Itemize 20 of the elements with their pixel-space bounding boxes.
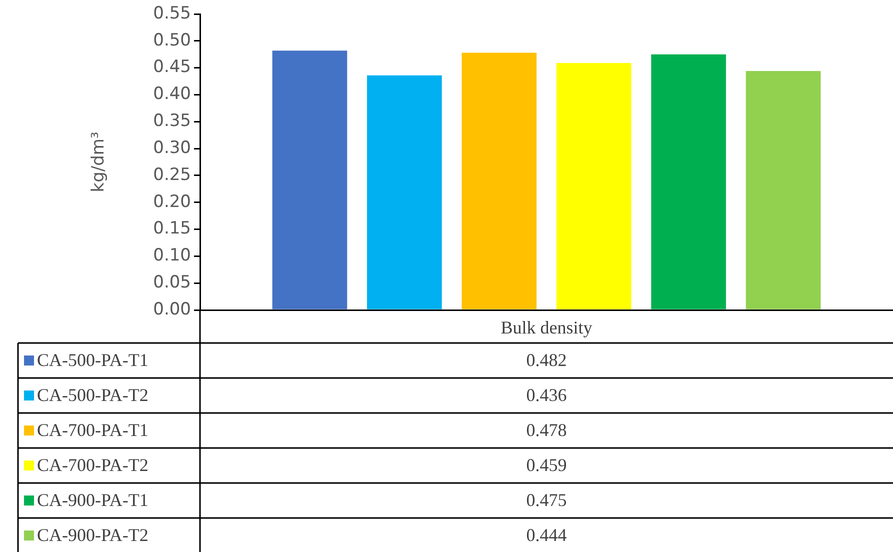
y-axis-title: kg/dm³ [88,132,109,192]
bar [651,54,726,310]
y-tick-label: 0.10 [153,246,191,266]
y-tick-label: 0.20 [153,192,191,212]
bar [272,50,348,310]
y-tick-label: 0.25 [153,164,191,185]
bar [556,62,632,310]
y-tick-label: 0.55 [153,3,191,24]
y-tick-label: 0.30 [153,138,191,158]
bar [367,75,442,310]
y-tick-label: 0.40 [153,84,191,104]
bar [746,71,821,310]
y-tick-label: 0.15 [153,218,191,239]
y-tick-label: 0.00 [153,299,191,320]
y-tick-label: 0.35 [153,111,191,132]
bar [462,52,537,310]
y-tick-label: 0.05 [153,272,191,293]
y-tick-label: 0.50 [153,30,191,50]
x-tick-label: Bulk density [500,318,592,338]
y-tick-label: 0.45 [153,57,191,78]
